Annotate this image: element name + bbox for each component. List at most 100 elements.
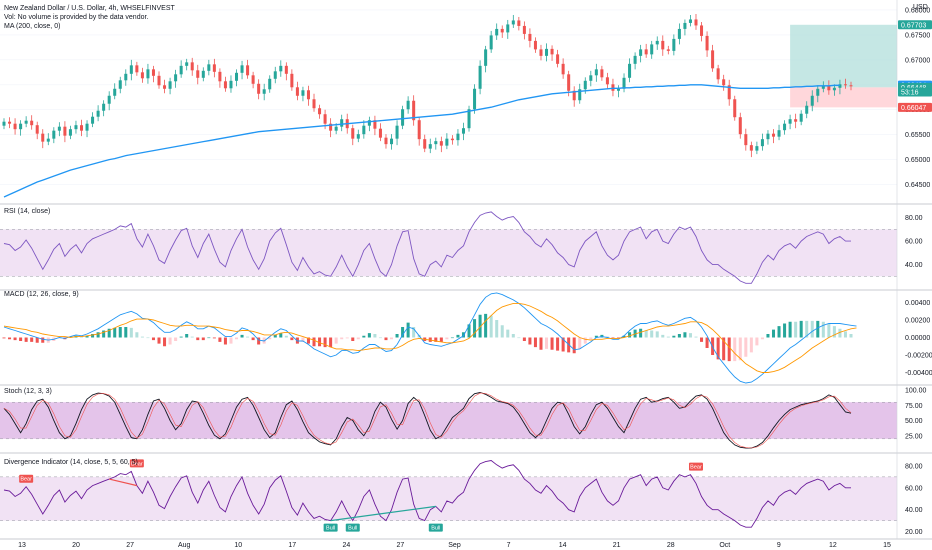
histogram-bar (13, 337, 17, 341)
candle-body (810, 95, 814, 106)
y-tick-label: 0.67000 (905, 57, 930, 64)
histogram-bar (246, 336, 250, 338)
histogram-bar (738, 337, 742, 361)
x-tick-label: 17 (288, 542, 296, 549)
candle-body (212, 64, 216, 72)
stoch-signal-line (3, 392, 852, 449)
rsi-pane[interactable]: 40.00 60.00 80.00 (0, 211, 923, 284)
histogram-bar (539, 337, 543, 350)
histogram-bar (794, 321, 798, 338)
y-tick-label: 80.00 (905, 463, 923, 470)
candle-body (489, 35, 493, 50)
histogram-bar (340, 337, 344, 340)
candle-body (185, 62, 189, 66)
y-tick-label: 60.00 (905, 239, 923, 246)
candle-body (700, 25, 704, 36)
candle-body (622, 77, 626, 89)
candle-body (533, 40, 537, 50)
candle-body (340, 119, 344, 127)
price-pane[interactable]: 0.645000.650000.655000.660000.665000.670… (0, 7, 932, 198)
histogram-bar (849, 334, 853, 338)
y-tick-label: 0.00400 (905, 300, 930, 307)
histogram-bar (827, 323, 831, 338)
histogram-bar (644, 330, 648, 338)
candle-body (788, 119, 792, 124)
histogram-bar (771, 329, 776, 338)
histogram-bar (312, 337, 316, 347)
histogram-bar (672, 335, 676, 338)
histogram-bar (113, 327, 117, 338)
candle-body (129, 65, 133, 74)
divergence-marker (688, 462, 703, 471)
histogram-bar (705, 337, 709, 348)
candle-body (312, 99, 316, 109)
x-tick-label: 28 (667, 542, 675, 549)
candle-body (495, 28, 499, 36)
histogram-bar (268, 337, 272, 340)
candle-body (91, 116, 95, 124)
divergence-marker (323, 523, 338, 532)
candle-body (450, 138, 454, 141)
histogram-bar (163, 337, 167, 347)
histogram-bar (91, 334, 95, 338)
histogram-bar (135, 332, 139, 338)
histogram-bar (594, 335, 598, 338)
time-axis[interactable]: 13 20 27 Aug 10 17 24 27 Sep 7 14 21 28 Oct 9 12 15 (18, 542, 891, 549)
price-label-tag (898, 87, 932, 97)
x-tick-label: 21 (613, 542, 621, 549)
divergence-line (109, 478, 138, 487)
histogram-bar (766, 334, 770, 338)
overbought-oversold-band (0, 402, 897, 439)
overbought-oversold-band (0, 229, 897, 277)
histogram-bar (473, 319, 477, 338)
histogram-bar (401, 327, 405, 338)
candle-body (683, 22, 687, 29)
indicator-line (3, 392, 852, 449)
histogram-bar (622, 335, 626, 338)
candle-body (57, 126, 61, 131)
histogram-bar (174, 337, 178, 341)
candle-body (672, 38, 676, 51)
histogram-bar (716, 337, 720, 360)
macd-pane[interactable]: -0.00400 -0.00200 0.00000 0.00200 0.00400 (2, 292, 932, 384)
histogram-bar (367, 333, 371, 338)
histogram-bar (760, 337, 764, 340)
divergence-pane[interactable]: 20.00 40.00 60.00 80.00 Bear Bear Bull Bull Bull… (0, 459, 923, 536)
candle-body (749, 145, 753, 151)
indicator-line (3, 460, 851, 528)
histogram-bar (124, 327, 128, 338)
candle-body (334, 126, 338, 131)
histogram-bar (694, 336, 698, 338)
y-tick-label: 25.00 (905, 433, 923, 440)
histogram-bar (495, 320, 499, 338)
candle-body (240, 65, 244, 73)
candle-body (655, 40, 659, 45)
candle-body (733, 99, 737, 118)
histogram-bar (179, 336, 183, 338)
rsi-legend: RSI (14, close) (4, 208, 50, 215)
histogram-bar (196, 337, 200, 341)
histogram-bar (373, 334, 377, 338)
histogram-bar (677, 334, 681, 338)
y-tick-label: -0.00400 (905, 370, 932, 377)
histogram-bar (240, 334, 244, 338)
histogram-bar (816, 320, 820, 338)
price-label-tag (898, 102, 932, 112)
x-tick-label: Oct (719, 542, 730, 549)
y-tick-label: 0.64500 (905, 182, 930, 189)
histogram-bar (168, 337, 172, 345)
candle-body (423, 139, 427, 149)
histogram-bar (378, 337, 382, 339)
histogram-bar (19, 337, 23, 341)
stop-zone (790, 87, 897, 108)
candle-body (284, 65, 288, 74)
histogram-bar (528, 337, 532, 345)
divergence-line (330, 505, 436, 522)
histogram-bar (345, 337, 349, 339)
divergence-marker-label: Bull (348, 526, 357, 532)
candle-body (478, 65, 482, 89)
candle-body (295, 87, 299, 96)
candle-body (522, 25, 526, 34)
stoch-pane[interactable]: 25.00 50.00 75.00 100.00 (0, 388, 927, 449)
